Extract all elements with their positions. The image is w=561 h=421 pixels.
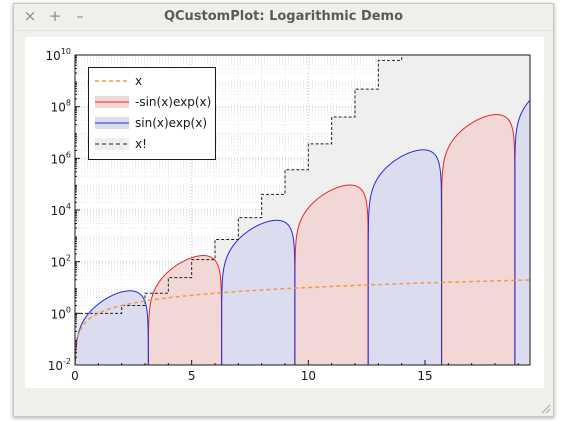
sin-exp-line — [75, 290, 149, 365]
y-tick-label: 10-2 — [48, 357, 71, 373]
app-window: × + – QCustomPlot: Logarithmic Demo 0 5 10… — [13, 3, 554, 417]
neg-sin-exp-fill — [294, 185, 369, 365]
sin-exp-fill — [221, 220, 295, 365]
x-tick-label: 0 — [71, 369, 79, 383]
sin-exp-fill — [75, 290, 149, 365]
x-tick-label: 5 — [188, 369, 196, 383]
sin-exp-line — [367, 149, 443, 365]
plot-svg: 0 5 10 15 10-2 100 102 104 106 108 1010 x -sin(x)exp… — [46, 47, 531, 383]
legend-item: sin(x)exp(x) — [95, 116, 207, 130]
sin-exp-fill — [514, 100, 530, 365]
legend-item: x! — [95, 137, 147, 151]
x-axis: 0 5 10 15 — [71, 360, 519, 383]
x-line — [75, 279, 530, 365]
y-axis: 10-2 100 102 104 106 108 1010 — [46, 47, 80, 373]
y-tick-label: 100 — [51, 305, 71, 321]
legend-item: x — [95, 74, 142, 88]
title-bar[interactable]: × + – QCustomPlot: Logarithmic Demo — [14, 4, 553, 31]
y-tick-label: 108 — [51, 99, 71, 115]
sin-exp-line — [221, 219, 296, 365]
x-tick-label: 10 — [301, 369, 316, 383]
y-tick-label: 104 — [51, 202, 71, 218]
plot-canvas[interactable]: 0 5 10 15 10-2 100 102 104 106 108 1010 x -sin(x)exp… — [25, 37, 544, 388]
legend: x -sin(x)exp(x) sin(x)exp(x) x! — [88, 67, 216, 160]
legend-label: -sin(x)exp(x) — [135, 95, 211, 109]
maximize-button[interactable]: + — [48, 7, 62, 25]
minimize-button[interactable]: – — [76, 7, 84, 25]
x-tick-label: 15 — [417, 369, 432, 383]
neg-sin-exp-line — [147, 255, 223, 365]
neg-sin-exp-fill — [441, 114, 515, 365]
resize-grip-icon[interactable] — [539, 402, 551, 414]
sin-exp-line — [514, 99, 530, 365]
y-tick-label: 1010 — [46, 47, 71, 63]
plot-area — [75, 55, 530, 365]
legend-item: -sin(x)exp(x) — [95, 95, 211, 109]
neg-sin-exp-line — [294, 184, 369, 365]
factorial-line — [75, 55, 403, 314]
neg-sin-exp-fill — [148, 255, 222, 365]
close-button[interactable]: × — [23, 7, 37, 25]
y-tick-label: 106 — [51, 150, 71, 166]
window-title: QCustomPlot: Logarithmic Demo — [163, 9, 404, 24]
sin-exp-fill — [368, 149, 442, 365]
legend-label: sin(x)exp(x) — [135, 116, 207, 130]
legend-label: x! — [135, 137, 147, 151]
neg-sin-exp-line — [441, 114, 516, 365]
legend-label: x — [135, 74, 142, 88]
y-tick-label: 102 — [51, 254, 71, 270]
